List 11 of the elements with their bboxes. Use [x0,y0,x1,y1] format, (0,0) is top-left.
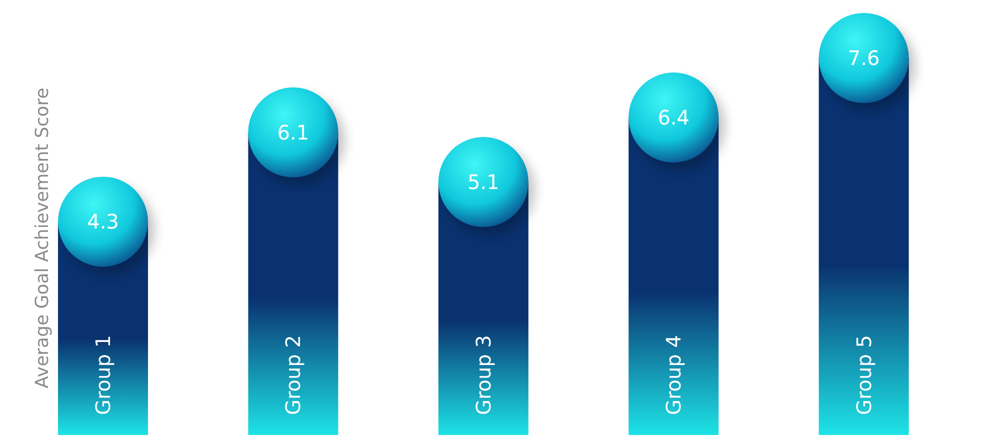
data-label: 7.6 [848,46,880,70]
data-label: 6.4 [658,106,690,130]
x-tick-label: Group 4 [662,335,686,415]
x-tick-label: Group 5 [852,335,876,415]
data-label: 5.1 [467,170,500,194]
x-tick-label: Group 1 [91,335,115,415]
data-label: 6.1 [277,120,310,144]
x-tick-label: Group 3 [471,335,496,415]
y-axis-title: Average Goal Achievement Score [32,88,53,388]
x-tick-label: Group 2 [281,335,306,415]
data-label: 4.3 [87,210,119,234]
